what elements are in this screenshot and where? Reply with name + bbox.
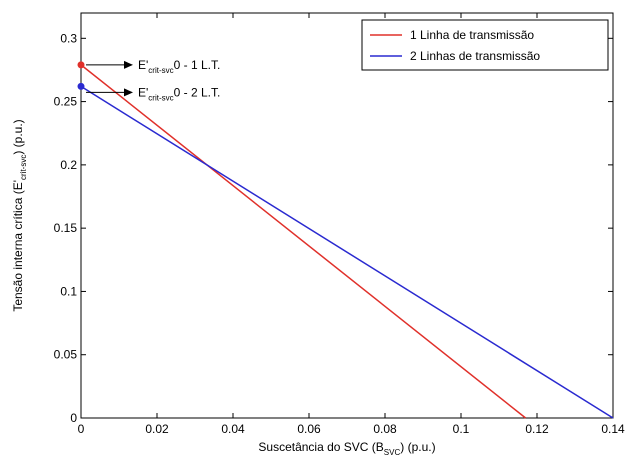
- series-line-2: [80, 85, 614, 419]
- y-tick-label: 0.15: [54, 221, 78, 235]
- x-tick-label: 0.04: [221, 422, 245, 436]
- x-tick-label: 0.02: [145, 422, 169, 436]
- legend-box: [361, 19, 609, 71]
- point-marker-1: [77, 61, 85, 69]
- point-marker-2: [77, 82, 85, 90]
- x-tick-label: 0.14: [601, 422, 625, 436]
- plot-area: [80, 12, 614, 419]
- x-tick-label: 0.1: [453, 422, 470, 436]
- y-tick-label: 0: [70, 411, 77, 425]
- arrow-head: [124, 60, 133, 69]
- x-tick-label: 0.12: [525, 422, 549, 436]
- annotation-label: E'crit-svc0 - 1 L.T.: [138, 58, 220, 75]
- y-tick-label: 0.05: [54, 348, 78, 362]
- legend-label: 2 Linhas de transmissão: [410, 49, 540, 63]
- y-axis-label: Tensão interna crítica (E'crit-svc) (p.u…: [11, 119, 28, 311]
- y-tick-label: 0.25: [54, 95, 78, 109]
- legend-label: 1 Linha de transmissão: [410, 28, 534, 42]
- x-tick-label: 0: [78, 422, 85, 436]
- arrow-head: [124, 88, 133, 97]
- x-tick-label: 0.08: [373, 422, 397, 436]
- y-tick-label: 0.2: [60, 158, 77, 172]
- x-tick-label: 0.06: [297, 422, 321, 436]
- x-axis-label: Suscetância do SVC (BSVC) (p.u.): [258, 440, 435, 457]
- series-line-1: [80, 64, 527, 419]
- y-tick-label: 0.1: [60, 284, 77, 298]
- annotation-label: E'crit-svc0 - 2 L.T.: [138, 85, 220, 102]
- y-tick-label: 0.3: [60, 31, 77, 45]
- legend: 1 Linha de transmissão 2 Linhas de transm…: [361, 19, 609, 71]
